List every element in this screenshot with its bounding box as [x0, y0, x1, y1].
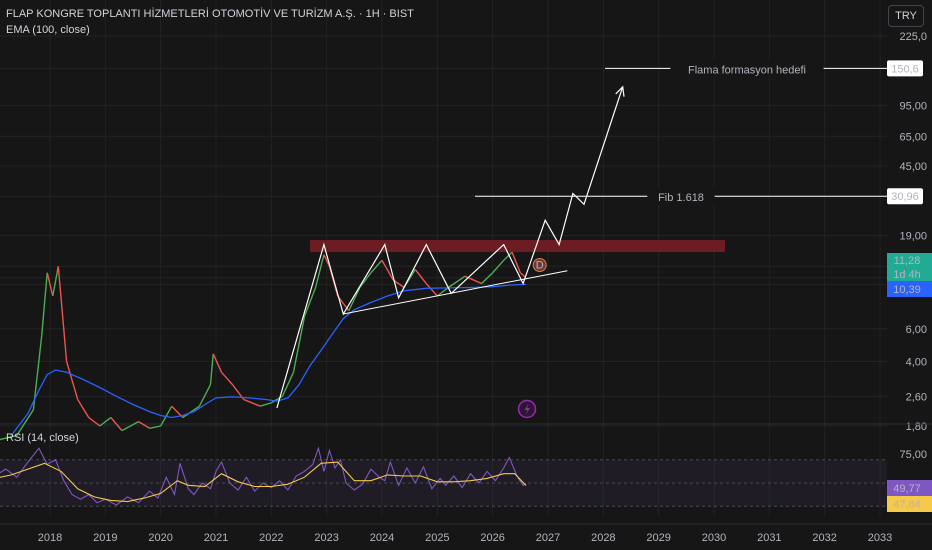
x-tick-label: 2021: [204, 532, 228, 544]
annotation-label: Flama formasyon hedefi: [688, 64, 806, 76]
x-tick-label: 2023: [314, 532, 338, 544]
price-segment: [46, 272, 54, 297]
x-tick-label: 2024: [370, 532, 394, 544]
annotation-price-label: 30,96: [891, 191, 919, 203]
y-tick-label: 19,00: [899, 231, 927, 243]
price-segment: [99, 416, 112, 427]
annotation-label: Fib 1.618: [658, 192, 704, 204]
price-segment: [65, 361, 79, 400]
price-segment: [260, 402, 272, 407]
x-tick-label: 2032: [812, 532, 836, 544]
price-segment: [414, 269, 427, 284]
ema-line: [10, 283, 526, 436]
x-tick-label: 2026: [480, 532, 504, 544]
x-tick-label: 2025: [425, 532, 449, 544]
rsi-value-badge: [887, 480, 932, 496]
x-tick-label: 2022: [259, 532, 283, 544]
x-tick-label: 2031: [757, 532, 781, 544]
price-segment: [281, 371, 295, 397]
x-tick-label: 2018: [38, 532, 62, 544]
price-segment: [492, 259, 505, 274]
x-tick-label: 2028: [591, 532, 615, 544]
x-tick-label: 2027: [536, 532, 560, 544]
annotation-price-badge: [887, 60, 923, 77]
annotation-label-bg: [670, 59, 824, 78]
price-segment: [448, 275, 466, 289]
price-segment: [392, 279, 405, 289]
annotation-label-bg: [647, 187, 715, 206]
price-segment: [381, 259, 394, 281]
x-tick-label: 2019: [93, 532, 117, 544]
y-tick-label: 4,00: [906, 357, 927, 369]
price-segment: [121, 421, 139, 432]
price-segment: [209, 353, 214, 385]
rsi-ma-value-badge: [887, 496, 932, 512]
price-segment: [41, 272, 48, 336]
resistance-zone: [310, 240, 726, 253]
dividend-marker-icon: [532, 258, 547, 272]
y-tick-label: 95,00: [899, 101, 927, 113]
rsi-ma-value-label: 47,84: [893, 499, 921, 511]
price-segment: [303, 287, 317, 317]
price-segment: [77, 399, 90, 418]
price-segment: [370, 259, 383, 274]
price-segment: [198, 384, 212, 407]
price-segment: [57, 266, 68, 362]
rsi-line: [0, 446, 527, 506]
ema-indicator-label[interactable]: EMA (100, close): [6, 24, 90, 36]
y-tick-label: 225,0: [899, 31, 927, 43]
price-segment: [88, 416, 101, 427]
rsi-indicator-label[interactable]: RSI (14, close): [6, 432, 79, 444]
ema-price-badge: [887, 281, 932, 297]
arrow-head: [615, 85, 625, 97]
price-segment: [503, 251, 513, 261]
price-segment: [221, 371, 234, 386]
price-segment: [348, 287, 361, 312]
price-segment: [212, 353, 223, 373]
price-segment: [243, 398, 261, 407]
annotation-price-badge: [887, 188, 923, 205]
y-tick-label: 65,00: [899, 131, 927, 143]
dividend-marker-label: D: [536, 260, 544, 272]
y-tick-label: 45,00: [899, 161, 927, 173]
pennant-zigzag-path: [276, 86, 624, 409]
rsi-y-tick-label: 75,00: [899, 449, 927, 461]
price-segment: [436, 286, 449, 297]
x-tick-label: 2029: [646, 532, 670, 544]
support-trendline: [343, 270, 568, 315]
price-segment: [359, 272, 372, 288]
chart-title: FLAP KONGRE TOPLANTI HİZMETLERİ OTOMOTİV…: [6, 8, 414, 20]
y-tick-label: 1,80: [906, 421, 927, 433]
y-tick-label: 2,60: [906, 391, 927, 403]
price-segment: [292, 316, 306, 373]
price-segment: [314, 254, 325, 288]
rsi-ma-line: [0, 461, 527, 503]
ema-price-label: 10,39: [893, 284, 921, 296]
rsi-value-label: 49,77: [893, 483, 921, 495]
price-segment: [0, 434, 17, 441]
price-segment: [110, 417, 123, 432]
annotation-price-label: 150,6: [891, 63, 919, 75]
lightning-bolt-shape: [524, 403, 530, 415]
last-price-label: 11,28: [894, 255, 921, 267]
price-segment: [138, 421, 150, 429]
price-segment: [425, 283, 438, 297]
x-tick-label: 2033: [868, 532, 892, 544]
x-tick-label: 2030: [702, 532, 726, 544]
currency-button[interactable]: TRY: [888, 5, 924, 27]
price-segment: [16, 409, 34, 436]
y-tick-label: 6,00: [906, 324, 927, 336]
bar-countdown-label: 1d 4h: [893, 269, 921, 281]
price-segment: [481, 272, 494, 285]
price-segment: [52, 266, 59, 297]
x-tick-label: 2020: [148, 532, 172, 544]
price-segment: [32, 335, 43, 410]
price-segment: [511, 251, 521, 274]
price-segment: [323, 254, 331, 267]
price-segment: [182, 405, 200, 419]
price-segment: [149, 425, 161, 429]
